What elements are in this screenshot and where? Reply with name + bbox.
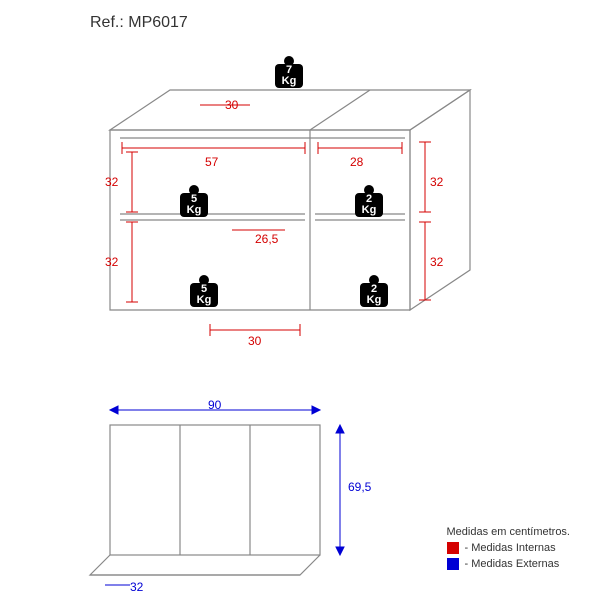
- dim-h-ll: 32: [105, 255, 118, 269]
- dim-h-ul: 32: [105, 175, 118, 189]
- weight-unit: Kg: [187, 205, 202, 216]
- legend-internal-swatch: [447, 542, 459, 554]
- legend-internal-label: - Medidas Internas: [465, 542, 556, 554]
- weight-badge-bottom-left: 5 Kg: [190, 275, 218, 307]
- weight-unit: Kg: [282, 76, 297, 87]
- dim-shelf-depth: 26,5: [255, 232, 278, 246]
- weight-unit: Kg: [362, 205, 377, 216]
- legend-external-swatch: [447, 558, 459, 570]
- weight-badge-mid-right: 2 Kg: [355, 185, 383, 217]
- weight-badge-bottom-right: 2 Kg: [360, 275, 388, 307]
- dim-h-ur: 32: [430, 175, 443, 189]
- weight-unit: Kg: [367, 295, 382, 306]
- dim-width-left: 57: [205, 155, 218, 169]
- dim-bottom-width: 30: [248, 334, 261, 348]
- legend-title: Medidas em centímetros.: [447, 526, 571, 538]
- dim-ext-width: 90: [208, 398, 221, 412]
- dim-ext-depth: 32: [130, 580, 143, 594]
- legend-external-label: - Medidas Externas: [465, 558, 560, 570]
- dim-h-lr: 32: [430, 255, 443, 269]
- weight-badge-top: 7 Kg: [275, 56, 303, 88]
- weight-badge-mid-left: 5 Kg: [180, 185, 208, 217]
- dim-ext-height: 69,5: [348, 480, 371, 494]
- dim-width-right: 28: [350, 155, 363, 169]
- weight-unit: Kg: [197, 295, 212, 306]
- legend: Medidas em centímetros. - Medidas Intern…: [447, 526, 571, 570]
- dim-depth-top: 30: [225, 98, 238, 112]
